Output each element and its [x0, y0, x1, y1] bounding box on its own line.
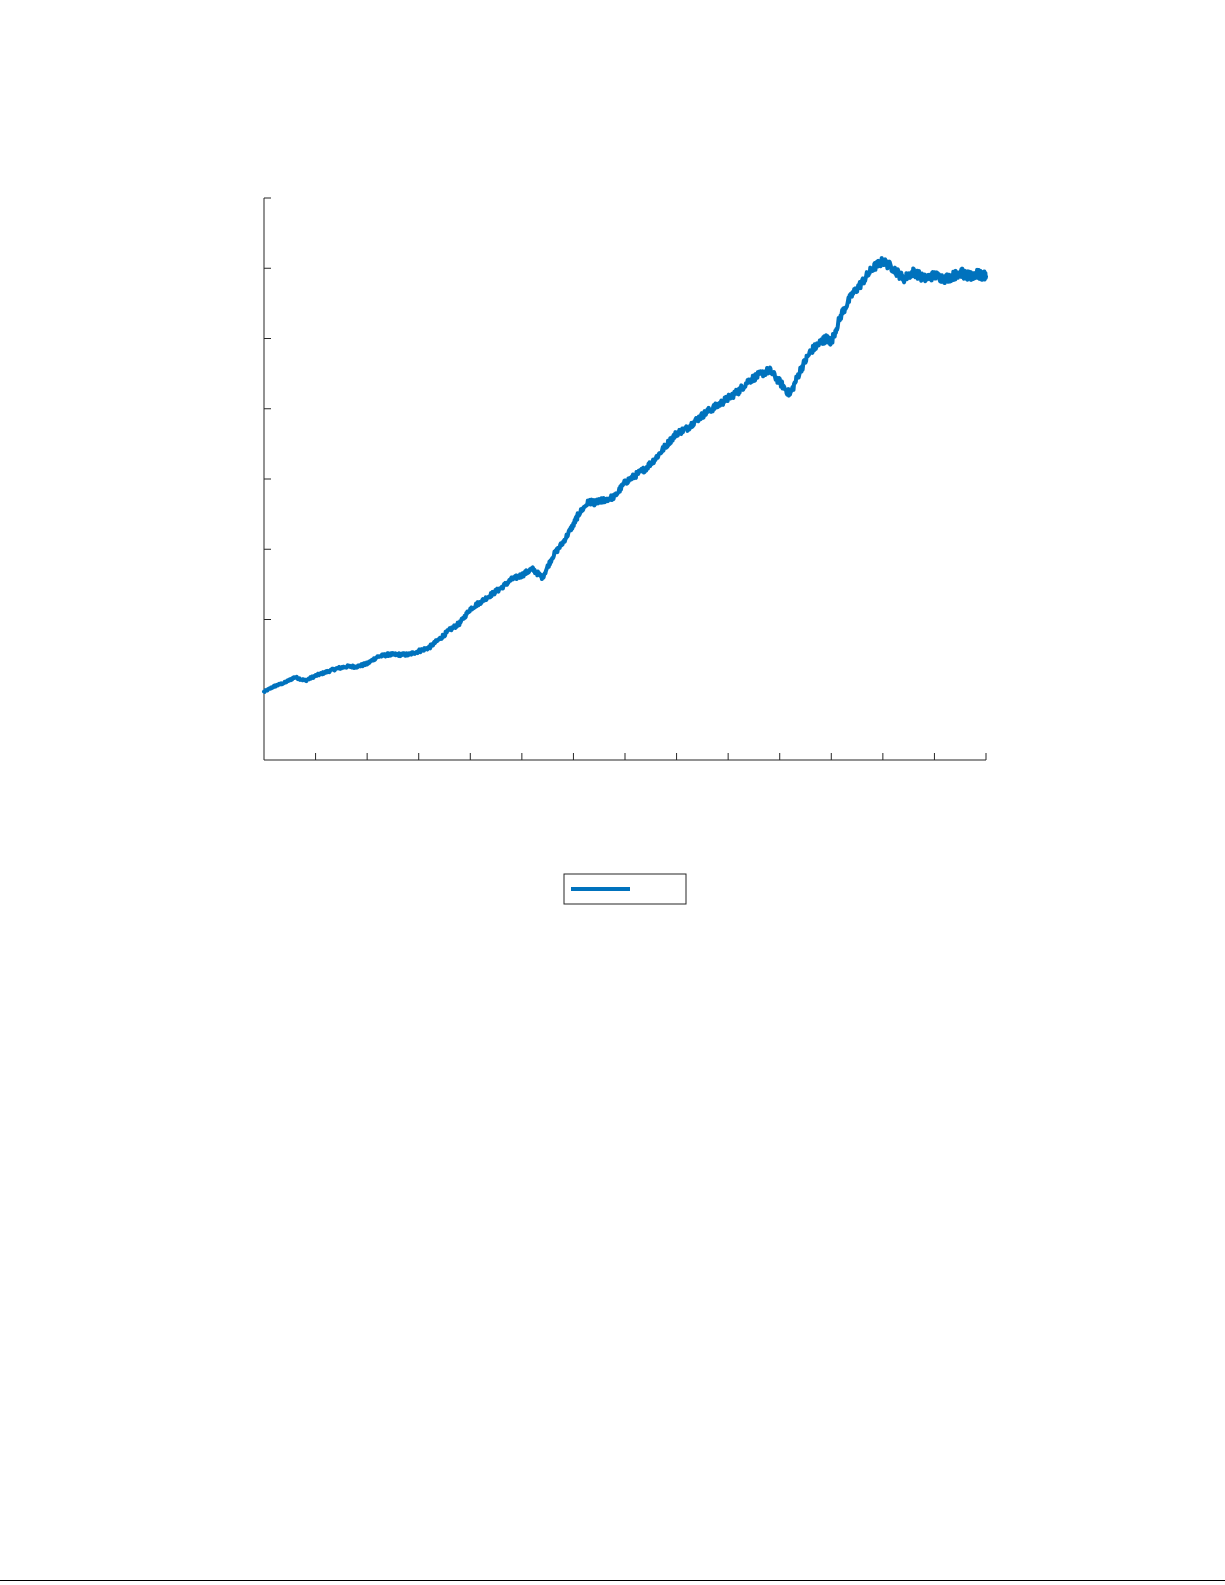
legend [563, 873, 687, 905]
page-bottom-rule [0, 1580, 1225, 1581]
series-line [262, 256, 988, 694]
series-group [262, 256, 988, 694]
axes [263, 197, 987, 761]
